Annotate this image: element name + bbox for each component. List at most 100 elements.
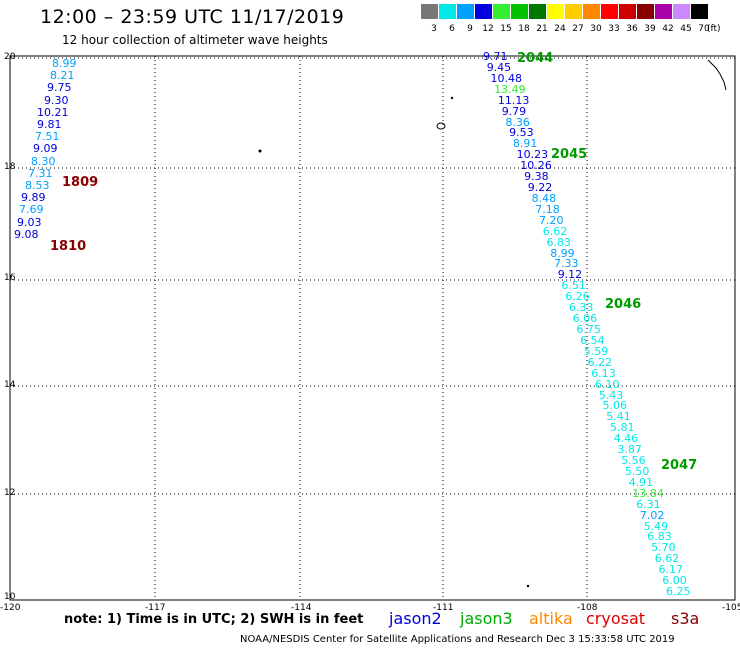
- map-frame: [9, 55, 736, 601]
- wave-height-label: 6.83: [546, 235, 572, 249]
- wave-height-label: 5.56: [621, 454, 646, 467]
- wave-height-label: 10.26: [520, 159, 552, 173]
- wave-height-label: 5.59: [583, 344, 609, 358]
- wave-height-label: 9.53: [509, 126, 534, 140]
- latitude-label: 14: [4, 380, 16, 390]
- wave-height-label: 9.89: [21, 191, 46, 205]
- wave-height-label: 7.31: [28, 166, 53, 180]
- wave-height-label: 8.21: [50, 69, 75, 83]
- pass-label: 2045: [551, 147, 588, 162]
- legend-unit: (ft): [707, 24, 721, 34]
- wave-height-label: 6.10: [595, 377, 620, 391]
- legend-label: 30: [590, 24, 602, 34]
- island-socorro: [436, 122, 446, 130]
- wave-height-label: 7.33: [554, 257, 579, 271]
- legend-swatch: [673, 4, 690, 19]
- longitude-label: -108: [577, 603, 598, 613]
- satellite-legend-item: jason2: [389, 609, 442, 628]
- wave-height-label: 8.36: [505, 115, 530, 129]
- legend-swatch: [475, 4, 492, 19]
- wave-height-label: 6.62: [654, 552, 680, 566]
- pass-label: 2044: [517, 51, 554, 66]
- wave-height-label: 9.81: [37, 118, 62, 131]
- longitude-label: -117: [145, 603, 166, 613]
- wave-height-label: 6.26: [565, 290, 590, 304]
- wave-height-label: 9.71: [483, 50, 508, 63]
- legend-label: 15: [500, 24, 512, 34]
- longitude-label: -105: [722, 603, 740, 613]
- wave-height-label: 6.31: [636, 497, 661, 511]
- wave-height-label: 7.69: [19, 203, 44, 217]
- lat-lon-grid: [10, 56, 735, 600]
- map-title: 12:00 – 23:59 UTC 11/17/2019: [40, 6, 345, 28]
- legend-swatch: [691, 4, 708, 19]
- legend-swatch: [655, 4, 672, 19]
- longitude-label: -111: [433, 603, 454, 613]
- wave-height-label: 9.22: [527, 181, 553, 194]
- wave-height-label: 5.41: [606, 410, 631, 424]
- legend-label: 6: [449, 24, 455, 34]
- wave-height-label: 6.33: [568, 301, 594, 315]
- wave-height-label: 6.51: [561, 279, 586, 293]
- pass-label: 1809: [62, 175, 99, 190]
- footer-credit: NOAA/NESDIS Center for Satellite Applica…: [240, 634, 675, 645]
- wave-height-label: 10.23: [516, 148, 549, 162]
- wave-height-label: 10.21: [37, 105, 69, 119]
- wave-height-label: 9.09: [33, 142, 58, 156]
- wave-height-label: 4.46: [613, 432, 639, 446]
- wave-height-label: 7.51: [35, 130, 60, 144]
- wave-height-label: 5.06: [602, 399, 628, 413]
- wave-height-label: 7.20: [539, 213, 564, 227]
- island-san-benedicto: [450, 96, 454, 100]
- island-clipperton: [526, 584, 530, 588]
- wave-height-label: 9.08: [14, 227, 39, 241]
- legend-label: 33: [608, 24, 620, 34]
- latitude-label: 20: [4, 52, 16, 62]
- legend-label: 18: [518, 24, 530, 34]
- legend-swatch: [637, 4, 654, 19]
- legend-label: 39: [644, 24, 656, 34]
- wave-height-label: 9.38: [524, 170, 549, 184]
- legend-label: 42: [662, 24, 674, 34]
- latitude-label: 10: [4, 592, 16, 602]
- longitude-label: -120: [0, 603, 21, 613]
- wave-height-label: 9.75: [47, 81, 72, 95]
- legend-label: 3: [431, 24, 437, 34]
- map-subtitle: 12 hour collection of altimeter wave hei…: [62, 33, 328, 47]
- wave-height-label: 5.70: [651, 541, 676, 555]
- wave-height-label: 5.50: [624, 464, 650, 478]
- wave-height-label: 8.91: [512, 137, 538, 151]
- legend-label: 27: [572, 24, 584, 34]
- wave-height-label: 6.62: [542, 224, 568, 238]
- wave-height-label: 6.54: [580, 333, 605, 347]
- coastline-baja: [707, 59, 727, 91]
- island-clarion: [258, 149, 262, 153]
- wave-height-label: 7.18: [535, 202, 560, 216]
- wave-height-label: 8.99: [550, 246, 575, 260]
- legend-swatch: [619, 4, 636, 19]
- legend-swatch: [457, 4, 474, 19]
- wave-height-label: 9.79: [501, 104, 527, 118]
- pass-label: 1810: [50, 239, 87, 254]
- legend-swatch: [547, 4, 564, 19]
- wave-height-label: 11.13: [497, 93, 530, 107]
- satellite-legend-item: cryosat: [586, 609, 646, 628]
- latitude-label: 18: [4, 162, 16, 172]
- legend-label: 45: [680, 24, 692, 34]
- legend-label: 70: [698, 24, 710, 34]
- legend-label: 9: [467, 24, 473, 34]
- legend-swatch: [511, 4, 528, 19]
- pass-label: 2046: [605, 297, 642, 312]
- wave-height-label: 8.48: [531, 191, 557, 205]
- wave-height-label: 4.91: [628, 475, 654, 489]
- legend-label: 24: [554, 24, 566, 34]
- legend-label: 12: [482, 24, 494, 34]
- wave-height-label: 8.99: [52, 57, 77, 70]
- legend-swatch: [601, 4, 618, 19]
- legend-label: 36: [626, 24, 638, 34]
- wave-height-label: 6.83: [647, 530, 672, 544]
- wave-height-label: 7.02: [639, 508, 665, 522]
- wave-height-label: 9.12: [557, 268, 583, 282]
- wave-height-label: 3.87: [617, 443, 642, 457]
